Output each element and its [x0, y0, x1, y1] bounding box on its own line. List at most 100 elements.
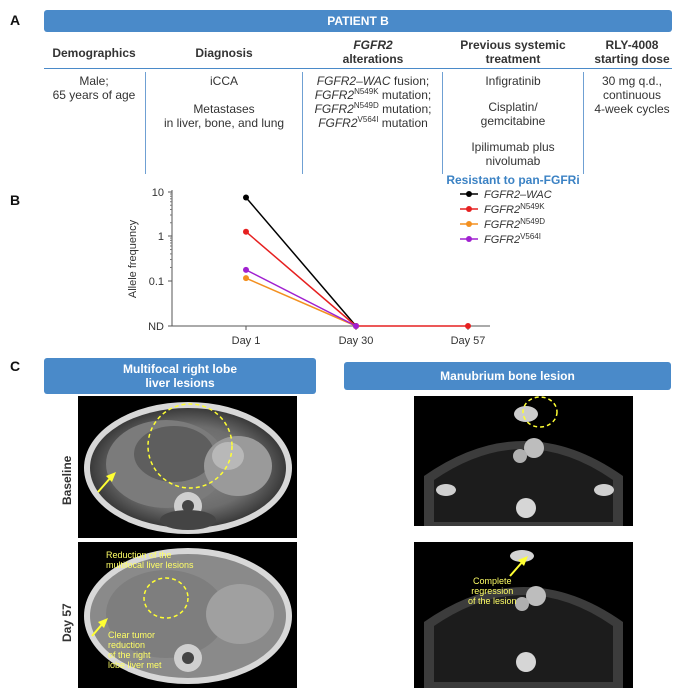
header-demographics: Demographics — [52, 46, 136, 60]
dose-line2: continuous — [602, 88, 662, 102]
data-point — [353, 323, 359, 329]
dose-line1: 30 mg q.d., — [601, 74, 663, 88]
header-dose-line1: RLY-4008 — [605, 38, 659, 52]
header-dose-line2: starting dose — [594, 52, 670, 66]
demographics-line1: Male; — [79, 74, 109, 88]
allele-frequency-chart: 10 1 0.1 ND Allele frequency Day 1 Day 30 Day 5… — [127, 187, 552, 347]
previous-cell: Infigratinib Cisplatin/ gemcitabine Ipil… — [443, 74, 583, 187]
alteration-3-gene: FGFR2 — [314, 102, 354, 116]
alteration-2-gene: FGFR2 — [314, 88, 355, 102]
anno-bone-line3: of the lesion — [468, 596, 517, 606]
day57-row-label: Day 57 — [60, 603, 74, 642]
header-alterations-text: alterations — [342, 52, 404, 66]
anno-bone-regression: Complete regression of the lesion — [468, 576, 517, 606]
alteration-fusion: FGFR2–WAC fusion; — [303, 74, 443, 88]
data-point — [243, 266, 249, 273]
anno-tumor-line2: reduction — [108, 640, 146, 650]
legend-entry: FGFR2V564I — [484, 232, 541, 246]
previous-t2b: gemcitabine — [480, 114, 546, 128]
series-line — [245, 269, 357, 327]
anno-tumor-line3: of the right — [108, 650, 151, 660]
y-tick-label: 0.1 — [149, 276, 164, 288]
panel-a-label: A — [10, 12, 21, 28]
diagnosis-line2: Metastases — [193, 102, 255, 116]
anno-bone-line2: regression — [471, 586, 514, 596]
header-fgfr2-gene: FGFR2 — [353, 38, 393, 52]
col-sep-2 — [302, 72, 303, 174]
anno-bone-line1: Complete — [473, 576, 512, 586]
alteration-4-sup: V564I — [357, 115, 379, 124]
col-sep-1 — [145, 72, 146, 174]
legend-marker — [466, 236, 472, 242]
alteration-4-text: mutation — [378, 116, 428, 130]
x-tick-label: Day 1 — [232, 335, 261, 347]
legend-entry: FGFR2–WAC — [484, 189, 552, 201]
series-line — [245, 277, 357, 327]
data-point — [465, 323, 471, 329]
baseline-row-label: Baseline — [60, 455, 74, 505]
data-point — [243, 194, 249, 201]
header-previous: Previous systemic treatment — [443, 38, 583, 66]
anno-tumor-line4: lobe liver met — [108, 660, 162, 670]
demographics-cell: Male; 65 years of age — [44, 74, 144, 102]
header-previous-line1: Previous systemic — [460, 38, 566, 52]
alteration-1-gene: FGFR2–WAC — [316, 74, 391, 88]
anno-tumor-line1: Clear tumor — [108, 630, 156, 640]
alteration-3-sup: N549D — [353, 101, 379, 110]
legend-entry: FGFR2N549K — [484, 202, 545, 216]
panel-c-label: C — [10, 358, 21, 374]
alteration-v564i: FGFR2V564I mutation — [303, 115, 443, 131]
dose-line3: 4-week cycles — [594, 102, 670, 116]
diagnosis-line1: iCCA — [209, 74, 238, 88]
ct-bone-day57: Complete regression of the lesion — [414, 542, 633, 688]
alterations-cell: FGFR2–WAC fusion; FGFR2N549K mutation; F… — [303, 74, 443, 130]
y-tick-label: ND — [148, 321, 164, 333]
previous-t3b: nivolumab — [485, 154, 541, 168]
y-tick-label: 10 — [152, 187, 164, 199]
alteration-1-text: fusion; — [390, 74, 430, 88]
legend-marker — [466, 191, 472, 197]
header-previous-line2: treatment — [485, 52, 541, 66]
dose-cell: 30 mg q.d., continuous 4-week cycles — [584, 74, 680, 116]
ct-bone-baseline — [414, 396, 633, 526]
legend-marker — [466, 221, 472, 227]
alteration-2-sup: N549K — [354, 87, 379, 96]
ct-liver-baseline — [78, 396, 297, 538]
anno-tumor-reduction: Clear tumor reduction of the right lobe … — [108, 630, 162, 670]
previous-t3a: Ipilimumab plus — [471, 140, 555, 154]
y-axis-label: Allele frequency — [127, 219, 139, 298]
header-divider — [44, 68, 672, 69]
alteration-3-text: mutation; — [378, 102, 432, 116]
x-tick-label: Day 30 — [339, 335, 374, 347]
alteration-4-gene: FGFR2 — [318, 116, 358, 130]
alteration-n549d: FGFR2N549D mutation; — [303, 101, 443, 117]
series-line — [245, 231, 357, 327]
y-tick-label: 1 — [158, 231, 164, 243]
col-sep-3 — [442, 72, 443, 174]
anno-liver-line1: Reduction of the — [106, 550, 172, 560]
demographics-line2: 65 years of age — [52, 88, 136, 102]
liver-banner: Multifocal right lobe liver lesions — [44, 358, 316, 394]
resistant-label: Resistant to pan-FGFRi — [446, 173, 580, 187]
diagnosis-line3: in liver, bone, and lung — [163, 116, 285, 130]
panel-b-label: B — [10, 192, 21, 208]
alteration-2-text: mutation; — [378, 88, 432, 102]
previous-t1: Infigratinib — [485, 74, 541, 88]
data-point — [243, 228, 249, 235]
legend-marker — [466, 206, 472, 212]
anno-liver-reduction: Reduction of the multifocal liver lesion… — [106, 550, 194, 570]
header-diagnosis: Diagnosis — [195, 46, 253, 60]
liver-banner-line2: liver lesions — [145, 376, 215, 390]
x-tick-label: Day 57 — [451, 335, 486, 347]
diagnosis-cell: iCCA Metastases in liver, bone, and lung — [146, 74, 302, 130]
liver-banner-line1: Multifocal right lobe — [123, 362, 237, 376]
anno-liver-line2: multifocal liver lesions — [106, 560, 194, 570]
previous-t2a: Cisplatin/ — [488, 100, 538, 114]
col-sep-4 — [583, 72, 584, 174]
bone-banner: Manubrium bone lesion — [344, 362, 671, 390]
legend-entry: FGFR2N549D — [484, 217, 545, 231]
patient-banner: PATIENT B — [44, 10, 672, 32]
header-dose: RLY-4008 starting dose — [584, 38, 680, 66]
header-alterations: FGFR2 alterations — [303, 38, 443, 66]
alteration-n549k: FGFR2N549K mutation; — [303, 87, 443, 103]
